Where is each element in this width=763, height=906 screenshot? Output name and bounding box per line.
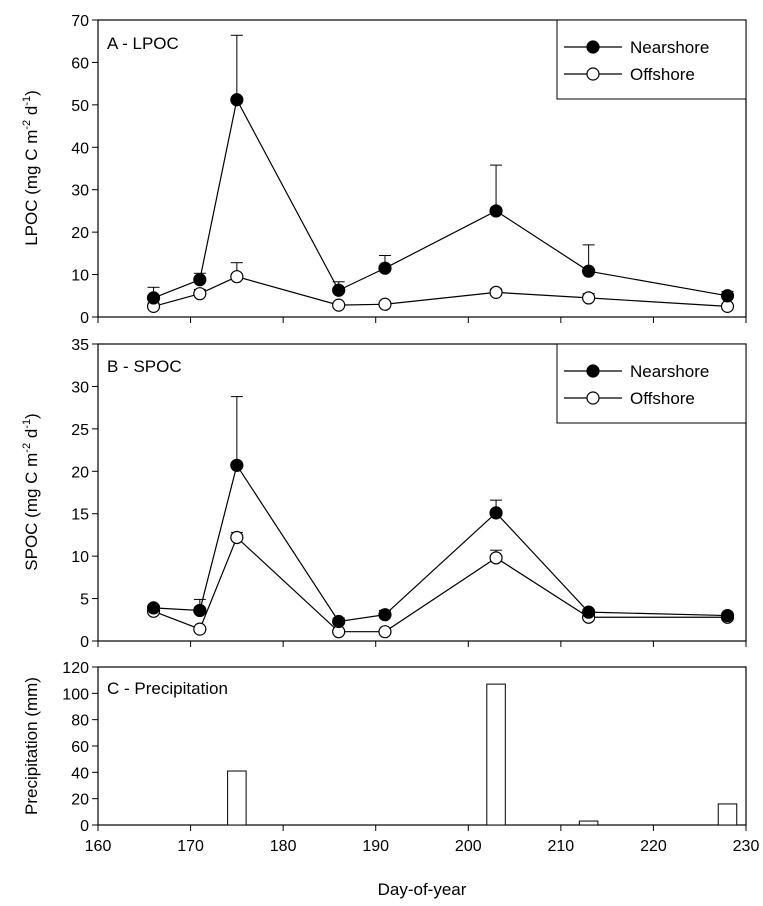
legend-marker — [586, 364, 600, 378]
nearshore-point — [378, 608, 392, 622]
nearshore-point — [720, 608, 735, 623]
y-tick-label: 15 — [71, 507, 89, 524]
series-marks — [146, 34, 735, 313]
y-tick-label: 0 — [80, 818, 89, 835]
legend-label: Nearshore — [630, 362, 709, 381]
y-tick-label: 100 — [62, 686, 89, 703]
nearshore-point — [193, 273, 207, 287]
offshore-point — [193, 622, 207, 636]
nearshore-point — [193, 603, 207, 618]
plot-frame — [97, 343, 747, 642]
panel-precipitation: C - Precipitation Precipitation (mm) Day… — [22, 660, 759, 899]
y-tick-label: 0 — [80, 634, 89, 651]
nearshore-point — [720, 289, 735, 303]
x-tick-label: 220 — [640, 838, 667, 855]
offshore-point — [378, 625, 392, 639]
y-ticks: 0 20 40 60 80 100 120 — [62, 660, 98, 835]
offshore-point — [582, 291, 596, 305]
x-axis-title: Day-of-year — [378, 880, 467, 899]
offshore-point — [489, 285, 503, 299]
x-tick-label: 230 — [733, 838, 760, 855]
y-tick-label: 10 — [71, 268, 89, 285]
offshore-point — [230, 270, 244, 284]
x-ticks — [97, 317, 747, 323]
legend: Nearshore Offshore — [556, 19, 747, 100]
panel-label: C - Precipitation — [107, 679, 228, 698]
x-tick-label: 160 — [85, 838, 112, 855]
y-tick-label: 50 — [71, 98, 89, 115]
nearshore-point — [582, 605, 596, 619]
panel-label: B - SPOC — [107, 357, 182, 376]
legend-marker — [586, 67, 600, 81]
x-tick-label: 170 — [177, 838, 204, 855]
y-axis-title: SPOC (mg C m-2 d-1) — [21, 413, 41, 570]
y-tick-label: 30 — [71, 379, 89, 396]
nearshore-point — [489, 506, 503, 520]
y-ticks: 0 5 10 15 20 25 30 35 — [71, 337, 98, 651]
legend-label: Offshore — [630, 65, 695, 84]
x-tick-label: 180 — [270, 838, 297, 855]
x-ticks — [97, 641, 747, 647]
y-axis-title: Precipitation (mm) — [22, 677, 41, 815]
y-tick-label: 20 — [71, 792, 89, 809]
y-axis-title: LPOC (mg C m-2 d-1) — [21, 90, 41, 246]
legend-label: Offshore — [630, 389, 695, 408]
nearshore-point — [230, 93, 244, 107]
nearshore-point — [230, 458, 244, 472]
legend-box — [556, 19, 747, 100]
y-tick-label: 5 — [80, 592, 89, 609]
offshore-line — [153, 536, 728, 633]
y-tick-label: 0 — [80, 310, 89, 327]
plot-frame — [97, 19, 747, 318]
bar — [227, 770, 247, 826]
y-tick-label: 80 — [71, 713, 89, 730]
x-tick-label: 190 — [362, 838, 389, 855]
offshore-point — [230, 530, 244, 545]
legend-marker — [586, 40, 600, 54]
y-tick-label: 40 — [71, 765, 89, 782]
y-tick-label: 60 — [71, 739, 89, 756]
y-tick-label: 40 — [71, 140, 89, 157]
bar — [717, 803, 738, 826]
nearshore-point — [332, 283, 346, 297]
x-ticks: 160 170 180 190 200 210 220 230 — [85, 825, 760, 855]
offshore-point — [489, 551, 503, 565]
nearshore-point — [146, 601, 161, 615]
x-tick-label: 200 — [455, 838, 482, 855]
y-tick-label: 70 — [71, 13, 89, 30]
y-tick-label: 10 — [71, 549, 89, 566]
nearshore-line — [153, 98, 728, 299]
offshore-point — [332, 298, 346, 312]
offshore-line — [153, 276, 728, 307]
nearshore-point — [489, 204, 503, 218]
y-tick-label: 35 — [71, 337, 89, 354]
legend-label: Nearshore — [630, 38, 709, 57]
legend-box — [556, 343, 747, 424]
bar — [578, 820, 599, 826]
y-tick-label: 30 — [71, 183, 89, 200]
offshore-point — [193, 287, 207, 301]
y-tick-label: 60 — [71, 55, 89, 72]
panel-label: A - LPOC — [107, 34, 179, 53]
y-tick-label: 25 — [71, 422, 89, 439]
legend-marker — [586, 391, 600, 405]
nearshore-line — [153, 463, 728, 623]
offshore-point — [378, 297, 392, 311]
y-tick-label: 20 — [71, 225, 89, 242]
panel-spoc: B - SPOC SPOC (mg C m-2 d-1) 0 5 10 15 20 25 3… — [21, 337, 747, 651]
nearshore-point — [146, 291, 161, 305]
panel-lpoc: A - LPOC LPOC (mg C m-2 d-1) 0 10 20 30 40 50… — [21, 13, 747, 327]
y-tick-label: 20 — [71, 464, 89, 481]
nearshore-point — [332, 614, 346, 629]
bar-marks — [227, 683, 738, 826]
nearshore-point — [378, 261, 392, 275]
y-ticks: 0 10 20 30 40 50 60 70 — [71, 13, 98, 327]
bar — [486, 683, 506, 826]
nearshore-point — [582, 264, 596, 278]
series-marks — [146, 396, 735, 639]
legend: Nearshore Offshore — [556, 343, 747, 424]
y-tick-label: 120 — [62, 660, 89, 677]
x-tick-label: 210 — [548, 838, 575, 855]
